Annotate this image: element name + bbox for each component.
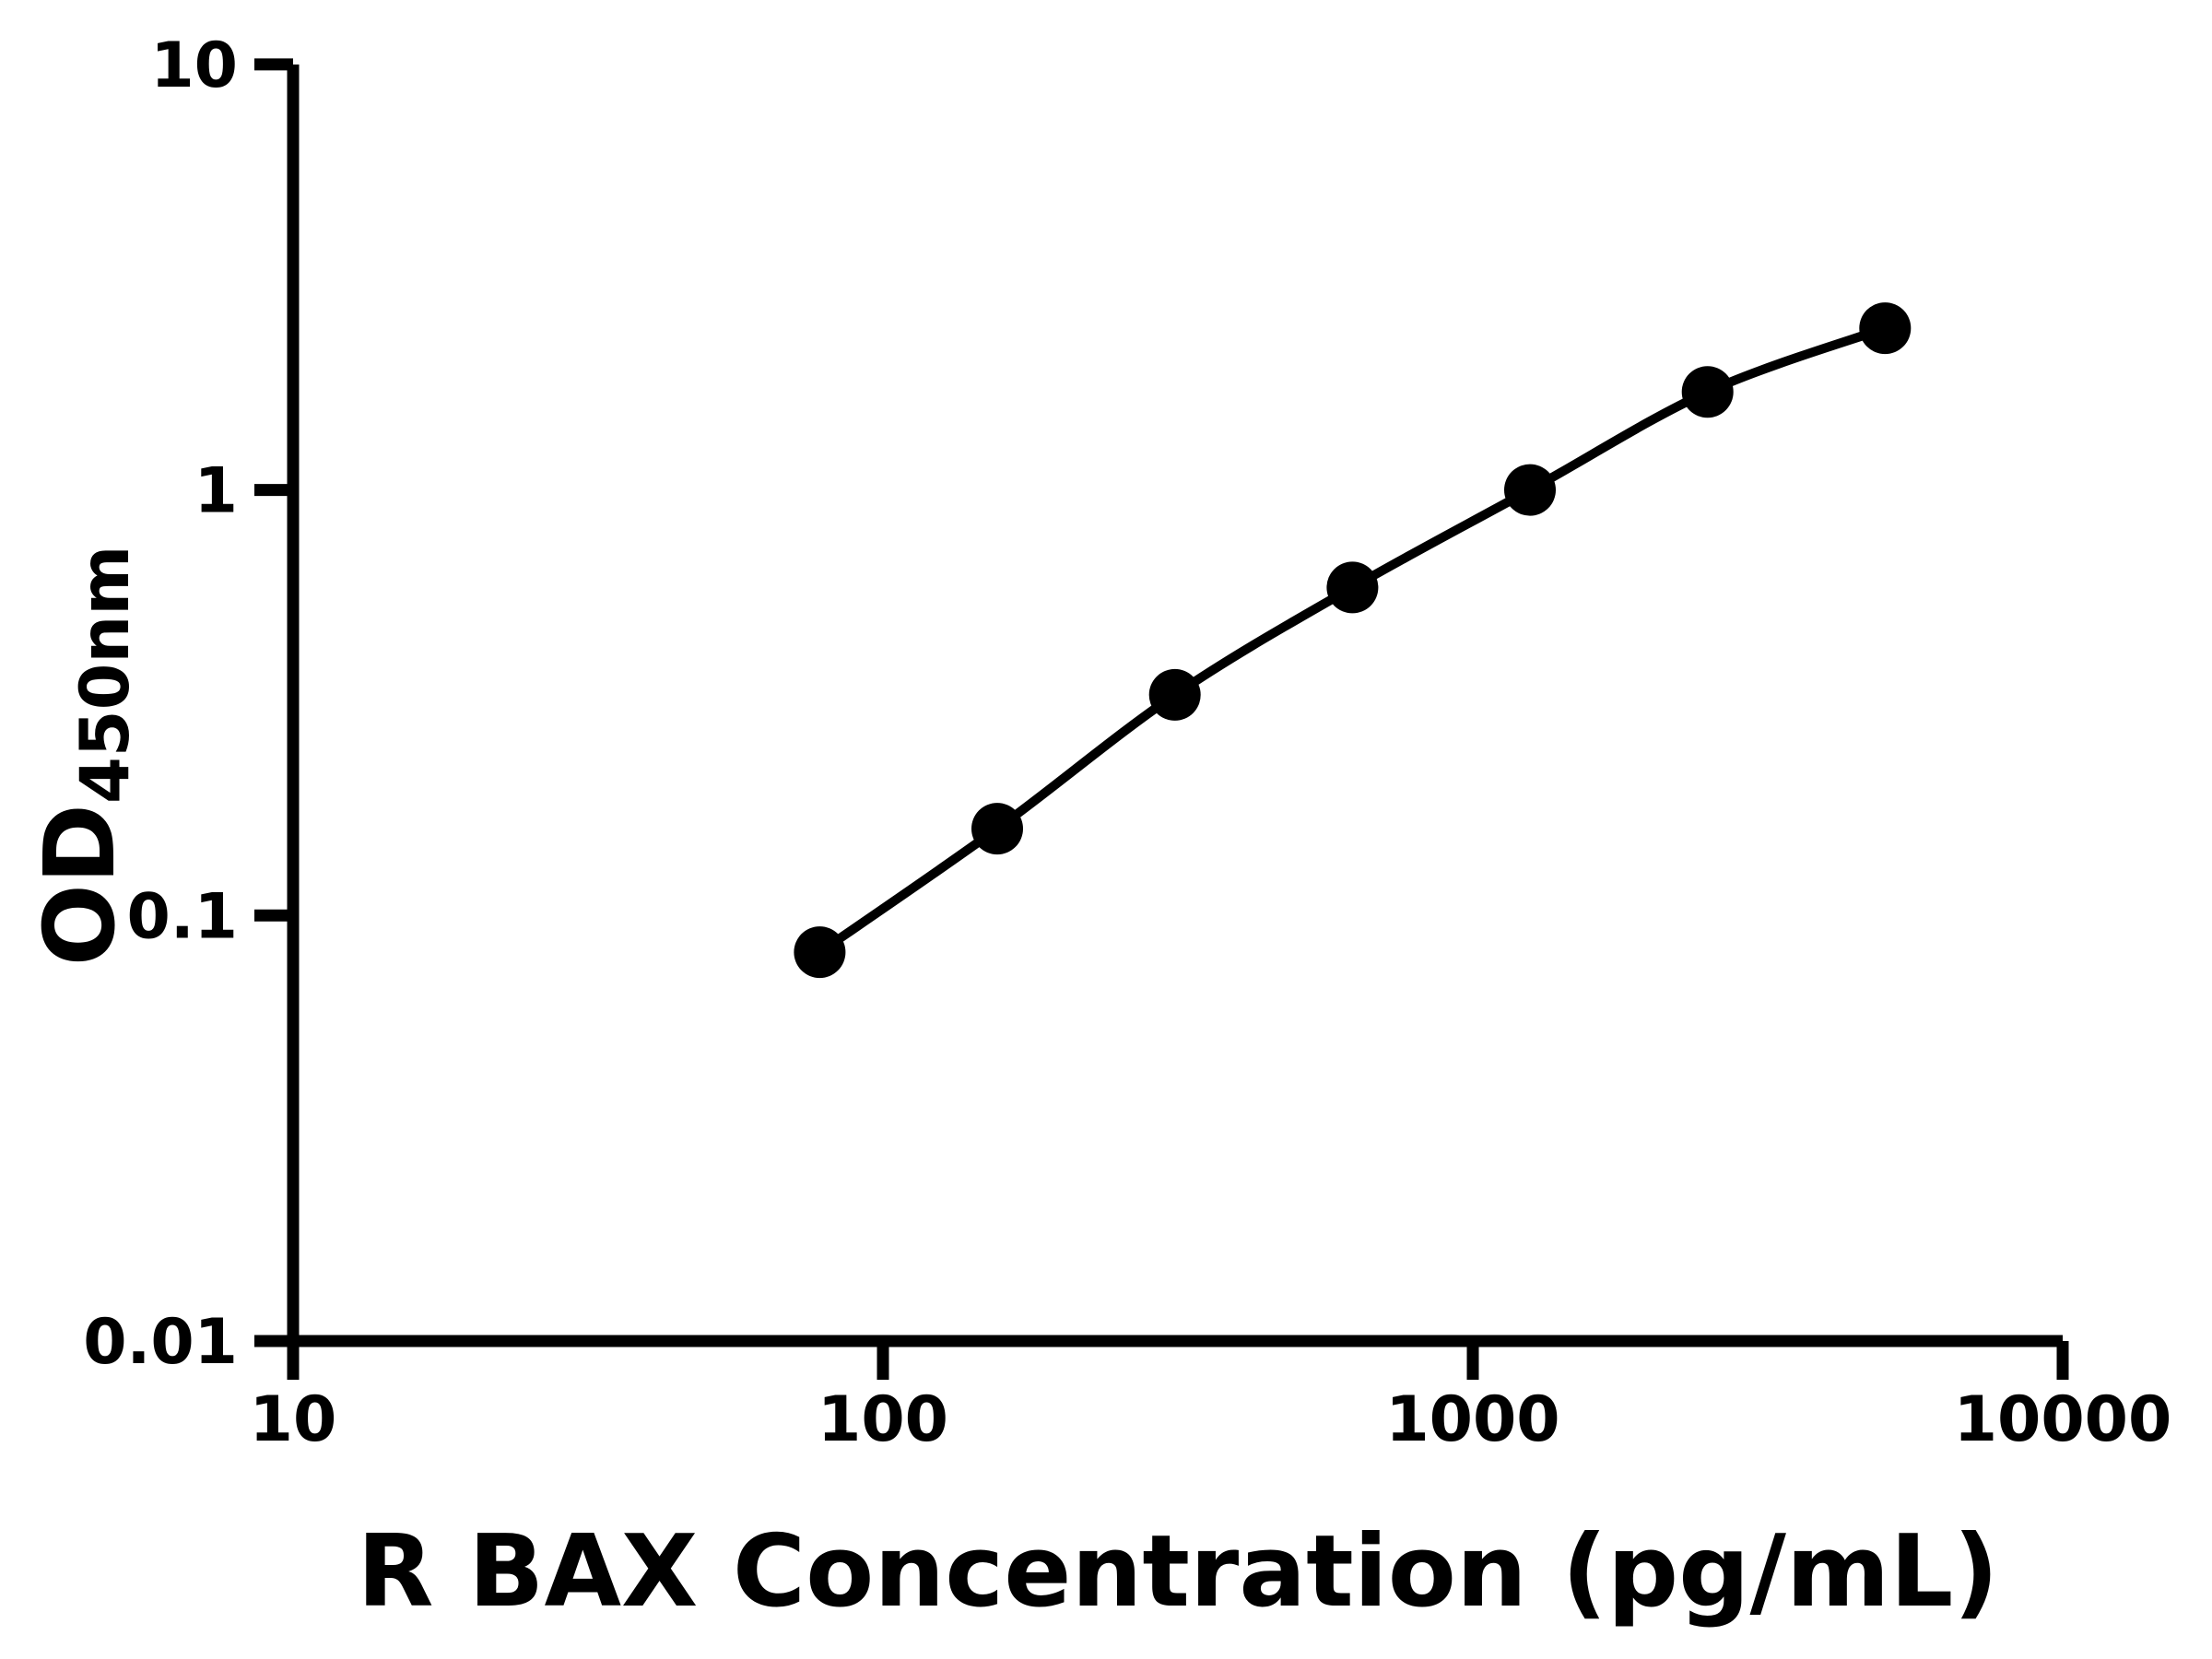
x-tick-label: 10000 bbox=[1954, 1383, 2172, 1456]
x-tick-label: 100 bbox=[818, 1383, 948, 1456]
curve-line bbox=[817, 324, 1887, 957]
x-axis-title: R BAX Concentration (pg/mL) bbox=[357, 1514, 1998, 1630]
x-tick-label: 10 bbox=[250, 1383, 337, 1456]
y-axis-title: OD450nm bbox=[24, 546, 145, 967]
y-tick-label: 1 bbox=[194, 455, 238, 528]
data-point bbox=[1148, 668, 1201, 721]
x-axis-tick-labels: 10 100 1000 10000 bbox=[250, 1383, 2172, 1456]
y-tick-label: 0.1 bbox=[127, 880, 238, 953]
data-point bbox=[1504, 464, 1556, 516]
data-point bbox=[1859, 302, 1912, 355]
y-axis-tick-labels: 0.01 0.1 1 10 bbox=[83, 29, 238, 1379]
data-point bbox=[1681, 366, 1734, 418]
y-axis-title-subscript: 450nm bbox=[66, 546, 145, 804]
x-axis-ticks bbox=[287, 1341, 2069, 1380]
y-axis-title-main: OD bbox=[24, 804, 136, 966]
y-axis-ticks bbox=[254, 58, 293, 1347]
data-point bbox=[794, 926, 846, 979]
x-tick-label: 1000 bbox=[1385, 1383, 1559, 1456]
data-point bbox=[1326, 561, 1379, 614]
y-tick-label: 0.01 bbox=[83, 1306, 238, 1379]
data-point bbox=[971, 803, 1023, 855]
y-tick-label: 10 bbox=[150, 29, 238, 102]
data-points bbox=[794, 302, 1912, 979]
